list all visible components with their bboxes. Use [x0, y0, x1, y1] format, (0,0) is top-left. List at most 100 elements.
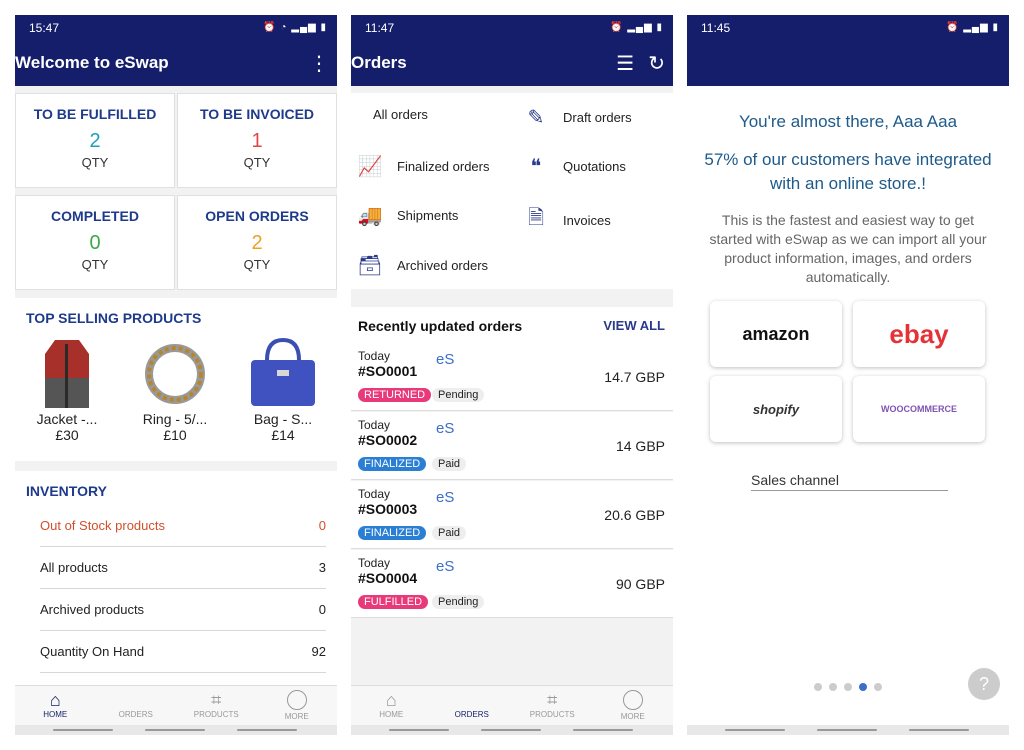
menu-draft-orders[interactable]: ✎ Draft orders	[523, 105, 632, 130]
order-row[interactable]: Today #SO0001 eS RETURNED Pending 14.7 G…	[351, 343, 673, 411]
product-price: £10	[163, 427, 187, 443]
channel-logo: eS	[436, 558, 455, 575]
menu-invoices[interactable]: 🗎 Invoices	[523, 203, 611, 237]
refresh-icon[interactable]: ↻	[648, 52, 665, 75]
shopify-store-card[interactable]: shopify	[710, 376, 842, 442]
amazon-logo: amazon	[742, 323, 810, 344]
nav-label: ORDERS	[118, 710, 153, 719]
card-unit: QTY	[243, 257, 271, 272]
menu-shipments[interactable]: 🚚 Shipments	[357, 203, 459, 228]
status-time: 11:45	[701, 20, 731, 35]
orders-screen: 11:47 ⏰ ▂▄▆ ▮ Orders ☰ ↻ All orders ✎ Draf…	[351, 15, 673, 735]
nav-products[interactable]: ⌗ PRODUCTS	[512, 686, 593, 735]
payment-badge: Paid	[432, 457, 467, 471]
menu-label: Shipments	[397, 208, 459, 223]
status-time: 11:47	[365, 20, 395, 35]
inventory-row-quantity-on-hand[interactable]: Quantity On Hand 92	[40, 631, 326, 673]
to-be-invoiced-card[interactable]: TO BE INVOICED 1 QTY	[177, 93, 337, 188]
inventory-label: All products	[40, 560, 108, 575]
inventory-row-all-products[interactable]: All products 3	[40, 547, 326, 589]
inventory-row-out-of-stock[interactable]: Out of Stock products 0	[40, 505, 326, 547]
product-name: Bag - S...	[253, 411, 313, 427]
inventory-section: INVENTORY	[15, 471, 337, 685]
card-label: OPEN ORDERS	[205, 208, 309, 224]
menu-label: All orders	[373, 107, 428, 122]
product-item[interactable]: Jacket -... £30	[17, 336, 117, 443]
jacket-image	[17, 336, 117, 411]
status-bar: 15:47 ⏰ ◔ ▂▄▆ ▮	[15, 15, 337, 40]
order-day: Today	[358, 418, 391, 432]
order-row[interactable]: Today #SO0002 eS FINALIZED Paid 14 GBP	[351, 412, 673, 480]
orders-icon	[432, 690, 513, 710]
onboarding-screen: 11:45 ⏰ ▂▄▆ ▮ You're almost there, Aaa A…	[687, 15, 1009, 735]
card-unit: QTY	[81, 155, 109, 170]
nav-home[interactable]: ⌂ HOME	[351, 686, 432, 735]
to-be-fulfilled-card[interactable]: TO BE FULFILLED 2 QTY	[15, 93, 175, 188]
sales-channel-field[interactable]: Sales channel	[751, 472, 948, 491]
channel-logo: eS	[436, 420, 455, 437]
open-orders-card[interactable]: OPEN ORDERS 2 QTY	[177, 195, 337, 290]
product-item[interactable]: Bag - S... £14	[233, 336, 333, 443]
nav-more[interactable]: MORE	[257, 686, 338, 735]
woocommerce-logo: WOOCOMMERCE	[881, 404, 957, 414]
card-value: 2	[251, 232, 263, 254]
menu-finalized-orders[interactable]: 📈 Finalized orders	[357, 154, 490, 179]
menu-quotations[interactable]: ❝ Quotations	[523, 154, 626, 179]
app-bar: Welcome to eSwap ⋮	[15, 40, 337, 86]
payment-badge: Paid	[432, 526, 467, 540]
ebay-store-card[interactable]: ebay	[853, 301, 985, 367]
view-all-link[interactable]: VIEW ALL	[603, 318, 665, 333]
top-selling-section: TOP SELLING PRODUCTS Jacket -... £30 Rin…	[15, 298, 337, 461]
page-title: Orders	[351, 53, 407, 72]
pager-dots	[814, 683, 882, 691]
menu-label: Finalized orders	[397, 159, 490, 174]
edit-icon: ✎	[527, 107, 545, 129]
order-amount: 14.7 GBP	[604, 369, 665, 385]
status-time: 15:47	[29, 20, 60, 35]
more-menu-icon[interactable]: ⋮	[309, 52, 329, 75]
inventory-row-archived[interactable]: Archived products 0	[40, 589, 326, 631]
nav-orders[interactable]: ORDERS	[432, 686, 513, 735]
help-button[interactable]: ?	[968, 668, 1000, 700]
inventory-value: 92	[311, 644, 326, 659]
amazon-store-card[interactable]: amazon	[710, 301, 842, 367]
card-unit: QTY	[243, 155, 271, 170]
order-amount: 90 GBP	[615, 576, 665, 592]
nav-more[interactable]: MORE	[593, 686, 674, 735]
status-badge: FINALIZED	[358, 457, 427, 471]
heading: You're almost there, Aaa Aaa	[738, 112, 958, 131]
menu-all-orders[interactable]: All orders	[373, 107, 428, 122]
filter-icon[interactable]: ☰	[616, 52, 635, 75]
channel-logo: eS	[436, 351, 455, 368]
status-badge: FULFILLED	[358, 595, 429, 609]
bag-image	[233, 336, 333, 411]
order-row[interactable]: Today #SO0003 eS FINALIZED Paid 20.6 GBP	[351, 481, 673, 549]
status-badge: FINALIZED	[358, 526, 427, 540]
nav-orders[interactable]: ORDERS	[96, 686, 177, 735]
nav-home[interactable]: ⌂ HOME	[15, 686, 96, 735]
truck-icon: 🚚	[357, 205, 383, 227]
menu-archived-orders[interactable]: 🗃 Archived orders	[357, 253, 488, 278]
order-number: #SO0003	[358, 501, 418, 517]
card-value: 1	[251, 130, 263, 152]
page-title: Welcome to eSwap	[15, 53, 169, 72]
more-icon	[286, 690, 307, 710]
section-title: TOP SELLING PRODUCTS	[26, 310, 202, 326]
tag-icon: ⌗	[211, 690, 222, 710]
order-row[interactable]: Today #SO0004 eS FULFILLED Pending 90 GB…	[351, 550, 673, 618]
woocommerce-store-card[interactable]: WOOCOMMERCE	[853, 376, 985, 442]
inventory-value: 0	[318, 518, 326, 533]
gesture-bar	[15, 725, 337, 735]
order-amount: 14 GBP	[615, 438, 665, 454]
quote-icon: ❝	[530, 156, 542, 178]
product-name: Jacket -...	[36, 411, 98, 427]
product-item[interactable]: Ring - 5/... £10	[125, 336, 225, 443]
nav-label: HOME	[43, 710, 68, 719]
completed-card[interactable]: COMPLETED 0 QTY	[15, 195, 175, 290]
orders-icon	[96, 690, 177, 710]
app-bar: Orders ☰ ↻	[351, 40, 673, 86]
payment-badge: Pending	[432, 595, 485, 609]
home-icon: ⌂	[385, 690, 397, 710]
tag-icon: ⌗	[547, 690, 558, 710]
nav-products[interactable]: ⌗ PRODUCTS	[176, 686, 257, 735]
